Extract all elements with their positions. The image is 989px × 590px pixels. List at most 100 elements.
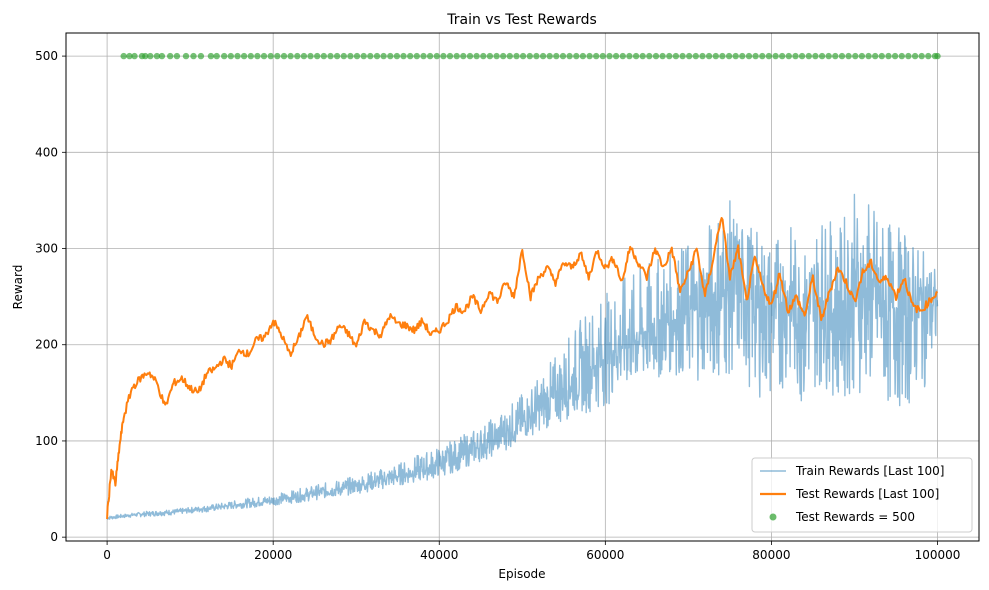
y-tick-label: 0 (50, 530, 58, 544)
scatter-point (333, 52, 341, 60)
scatter-point (891, 52, 899, 60)
scatter-point (207, 52, 215, 60)
scatter-point (632, 52, 640, 60)
test-rewards-500-points (120, 52, 941, 60)
scatter-point (519, 52, 527, 60)
scatter-point (440, 52, 447, 60)
scatter-point (606, 52, 613, 60)
scatter-point (612, 52, 620, 60)
scatter-point (812, 52, 819, 60)
scatter-point (739, 52, 746, 60)
scatter-point (792, 52, 799, 60)
scatter-point (586, 52, 593, 60)
scatter-point (213, 52, 220, 60)
y-tick-label: 500 (35, 49, 58, 63)
series-line-train (106, 193, 939, 520)
scatter-point (878, 52, 885, 60)
scatter-point (885, 52, 892, 60)
scatter-point (234, 52, 241, 60)
y-tick-label: 200 (35, 338, 58, 352)
scatter-point (466, 52, 474, 60)
scatter-point (126, 52, 133, 60)
scatter-point (240, 52, 248, 60)
scatter-point (858, 52, 866, 60)
scatter-point (911, 52, 919, 60)
scatter-point (573, 52, 580, 60)
scatter-point (852, 52, 859, 60)
scatter-point (314, 52, 321, 60)
scatter-point (167, 52, 174, 60)
y-tick-label: 400 (35, 145, 58, 159)
scatter-point (373, 52, 381, 60)
scatter-point (221, 52, 228, 60)
scatter-point (918, 52, 925, 60)
scatter-point (934, 52, 941, 60)
scatter-point (307, 52, 314, 60)
scatter-point (785, 52, 792, 60)
scatter-point (131, 52, 138, 60)
y-tick-label: 100 (35, 434, 58, 448)
scatter-point (353, 52, 361, 60)
scatter-point (725, 52, 733, 60)
scatter-point (420, 52, 427, 60)
scatter-point (732, 52, 739, 60)
scatter-point (646, 52, 653, 60)
x-tick-label: 20000 (254, 548, 292, 562)
scatter-point (905, 52, 912, 60)
x-tick-label: 0 (103, 548, 111, 562)
scatter-point (872, 52, 879, 60)
scatter-point (566, 52, 573, 60)
scatter-point (619, 52, 626, 60)
legend-swatch-test500 (769, 513, 777, 521)
scatter-point (672, 52, 680, 60)
scatter-point (142, 52, 149, 60)
scatter-point (772, 52, 779, 60)
scatter-point (752, 52, 759, 60)
scatter-point (153, 52, 161, 60)
scatter-point (533, 52, 540, 60)
scatter-point (280, 52, 288, 60)
scatter-point (327, 52, 334, 60)
legend-label-train: Train Rewards [Last 100] (795, 464, 944, 478)
scatter-point (493, 52, 500, 60)
scatter-point (559, 52, 567, 60)
scatter-point (433, 52, 440, 60)
grid-lines (66, 33, 979, 541)
scatter-point (473, 52, 480, 60)
scatter-point (798, 52, 806, 60)
series-lines (106, 217, 938, 520)
scatter-point (639, 52, 646, 60)
scatter-point (626, 52, 633, 60)
scatter-point (832, 52, 839, 60)
y-tick-label: 300 (35, 242, 58, 256)
scatter-point (898, 52, 905, 60)
scatter-point (779, 52, 786, 60)
scatter-point (486, 52, 494, 60)
scatter-point (367, 52, 374, 60)
scatter-point (686, 52, 693, 60)
scatter-point (407, 52, 414, 60)
scatter-point (513, 52, 520, 60)
scatter-point (320, 52, 327, 60)
scatter-point (593, 52, 600, 60)
x-tick-label: 40000 (420, 548, 458, 562)
scatter-point (247, 52, 254, 60)
scatter-point (446, 52, 454, 60)
scatter-point (659, 52, 666, 60)
scatter-point (845, 52, 852, 60)
scatter-point (500, 52, 507, 60)
x-tick-label: 60000 (586, 548, 624, 562)
scatter-point (254, 52, 261, 60)
scatter-point (480, 52, 487, 60)
scatter-point (453, 52, 460, 60)
scatter-point (400, 52, 407, 60)
y-axis-label: Reward (11, 265, 25, 310)
plot-area: 0 20000 40000 60000 80000 100000 0 100 200 300 40… (35, 32, 980, 562)
scatter-point (190, 52, 197, 60)
x-tick-label: 80000 (752, 548, 790, 562)
x-axis-ticks: 0 20000 40000 60000 80000 100000 (103, 541, 960, 562)
train-rewards-band (106, 193, 939, 520)
scatter-point (120, 52, 127, 60)
scatter-point (294, 52, 301, 60)
